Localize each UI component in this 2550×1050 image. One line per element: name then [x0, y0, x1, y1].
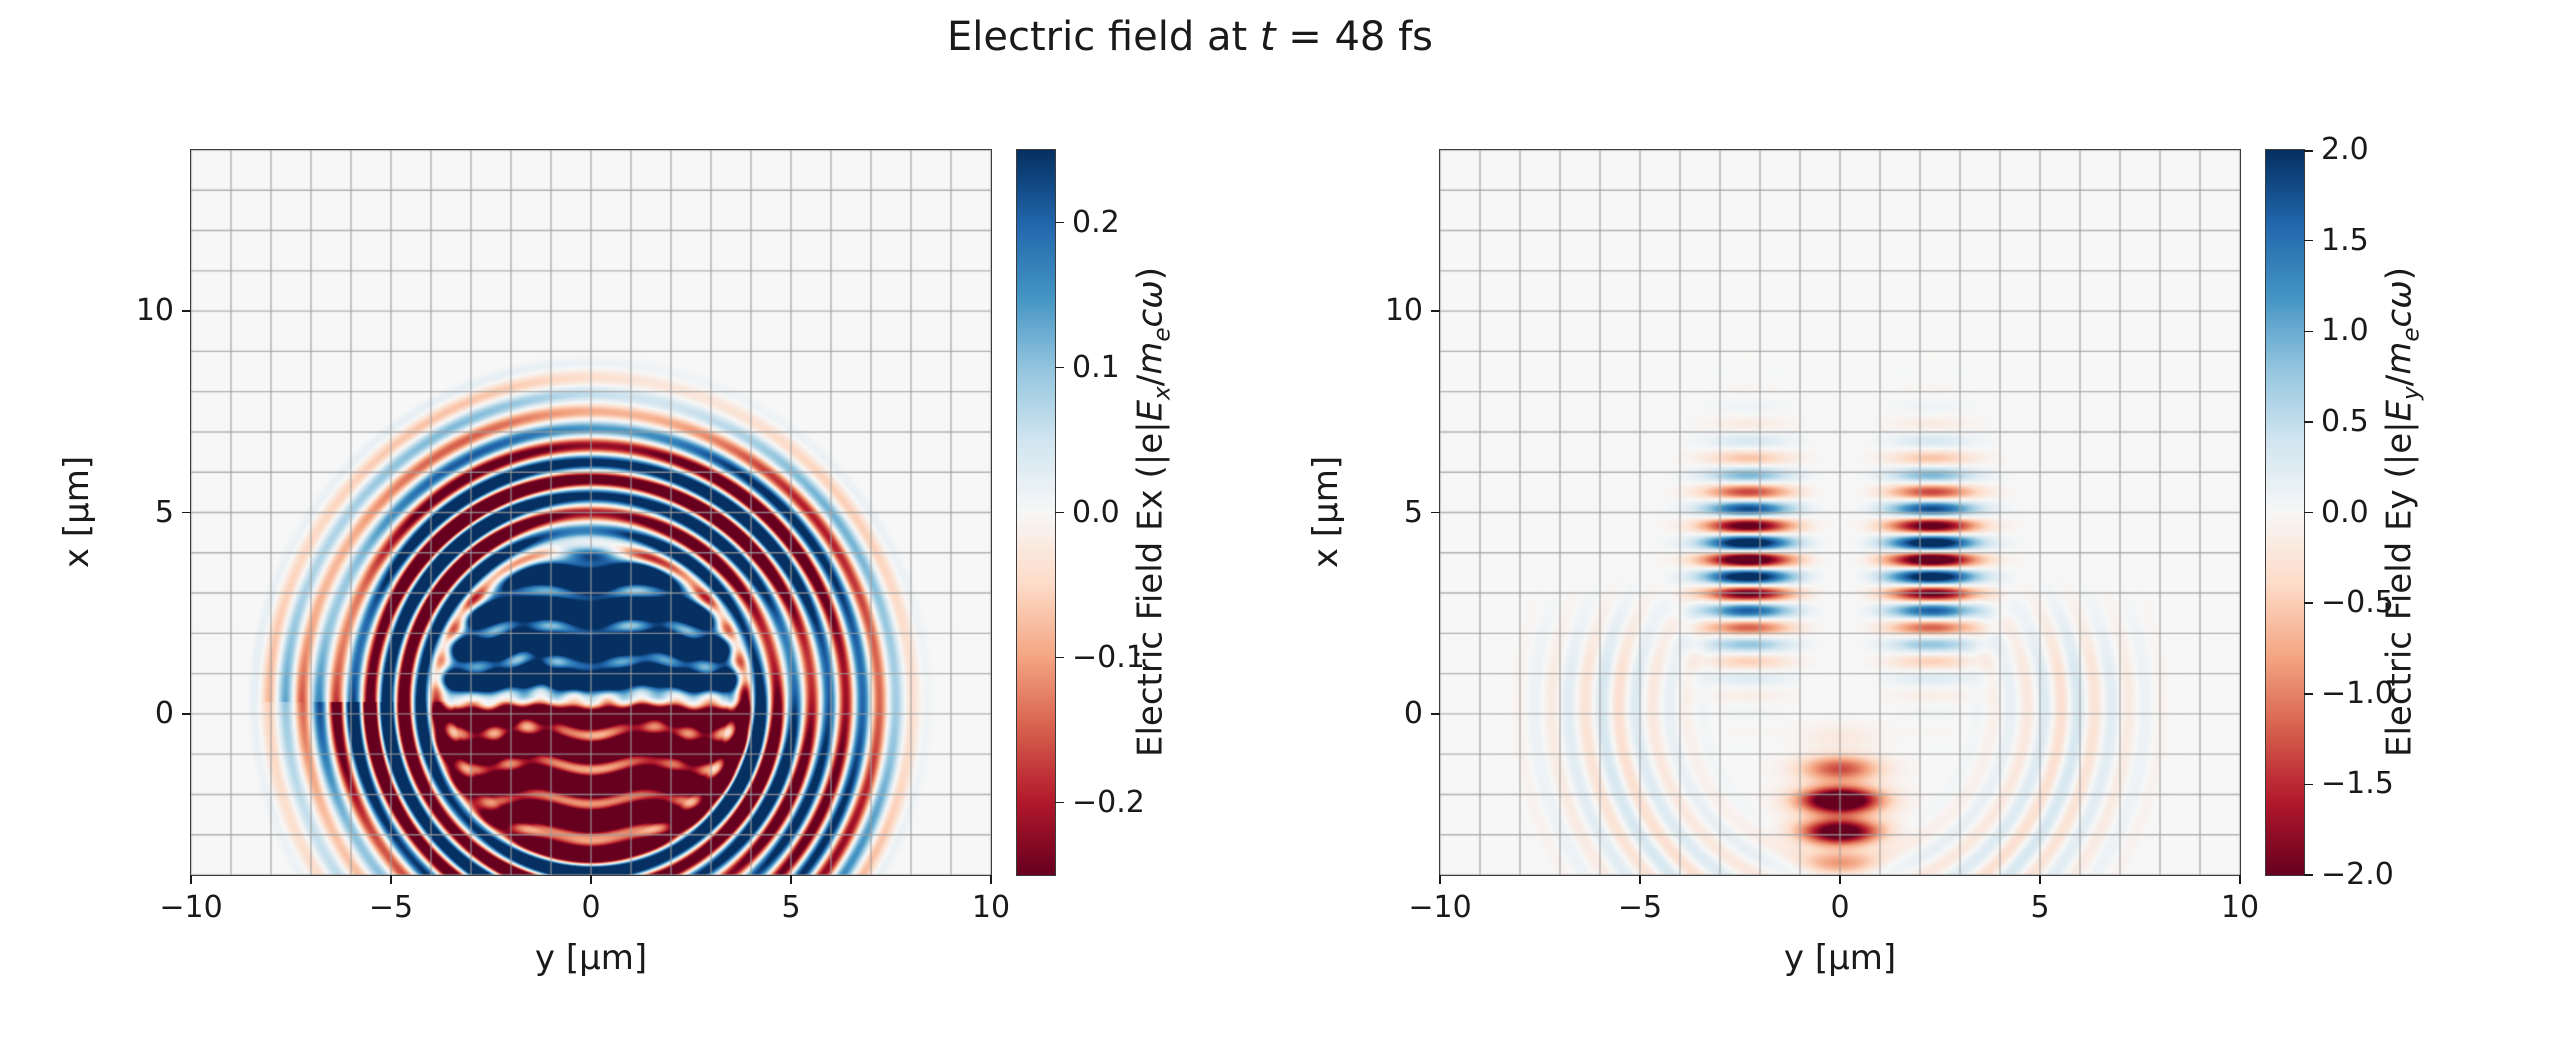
ex-colorbar-label: Electric Field Ex (|e|Ex/mecω) [1131, 267, 1176, 757]
y-tick-mark [1431, 511, 1440, 514]
label-part: m [1130, 341, 1171, 375]
label-part: E [2379, 399, 2420, 422]
colorbar-tick-mark [2304, 239, 2313, 242]
ex-yaxis-label: x [μm] [57, 455, 97, 569]
colorbar-tick-label: −0.5 [2321, 585, 2394, 621]
colorbar-tick-mark [2304, 783, 2313, 786]
colorbar-tick-mark [1055, 221, 1064, 224]
y-tick-label: 10 [1384, 293, 1423, 329]
colorbar-tick-label: 0.0 [2321, 494, 2369, 530]
label-part: m [2379, 341, 2420, 375]
colorbar-tick-label: 0.1 [1072, 349, 1120, 385]
label-part: e [2398, 327, 2425, 342]
panel-ex: y [μm] x [μm] Electric Field Ex (|e|Ex/m… [57, 149, 1175, 978]
ex-heatmap [190, 149, 992, 876]
x-tick-label: 10 [2220, 890, 2260, 925]
x-tick-label: −10 [1408, 890, 1472, 925]
colorbar-tick-mark [2304, 602, 2313, 604]
x-tick-mark [1639, 875, 1641, 884]
y-tick-label: 0 [154, 695, 174, 731]
y-tick-label: 10 [135, 293, 174, 329]
colorbar-tick-label: 0.2 [1072, 204, 1120, 240]
colorbar-tick-mark [2304, 150, 2313, 152]
x-tick-label: 0 [581, 890, 601, 925]
y-tick-mark [182, 713, 191, 715]
label-part: x [1149, 386, 1176, 400]
colorbar-tick-mark [1055, 801, 1064, 804]
colorbar-tick-mark [2304, 421, 2313, 423]
x-tick-label: 10 [971, 890, 1011, 925]
title-time-value: = 48 fs [1275, 14, 1434, 60]
colorbar-tick-mark [2304, 511, 2313, 514]
label-part: E [1130, 399, 1171, 422]
x-tick-mark [1839, 875, 1841, 884]
colorbar-tick-label: −2.0 [2321, 857, 2394, 892]
figure-title: Electric field at t = 48 fs [947, 14, 1433, 60]
x-tick-mark [1439, 875, 1441, 884]
x-tick-label: 0 [1830, 890, 1850, 925]
colorbar-tick-label: −1.5 [2321, 766, 2394, 802]
label-part: c [2379, 308, 2420, 328]
y-tick-label: 0 [1403, 695, 1423, 731]
x-tick-mark [590, 875, 592, 884]
colorbar-tick-mark [2304, 330, 2313, 332]
x-tick-mark [790, 875, 792, 884]
colorbar-tick-label: 1.5 [2321, 222, 2369, 258]
ex-colorbar [1016, 149, 1056, 876]
colorbar-tick-mark [1055, 366, 1064, 369]
ex-xaxis-label: y [μm] [534, 938, 648, 978]
x-tick-mark [390, 875, 392, 884]
colorbar-tick-label: −0.1 [1072, 639, 1145, 675]
ey-heatmap [1439, 149, 2241, 876]
ey-colorbar [2265, 149, 2305, 876]
colorbar-tick-label: 0.0 [1072, 494, 1120, 530]
y-tick-mark [182, 511, 191, 514]
x-tick-label: 5 [2030, 890, 2050, 925]
x-tick-mark [190, 875, 192, 884]
x-tick-label: −5 [1617, 890, 1663, 925]
colorbar-tick-label: 1.0 [2321, 313, 2369, 349]
colorbar-tick-mark [2304, 693, 2313, 695]
x-tick-mark [990, 875, 992, 884]
label-part: ) [1130, 266, 1171, 281]
title-variable-t: t [1259, 14, 1276, 60]
x-tick-label: −10 [159, 890, 223, 925]
y-tick-mark [1431, 713, 1440, 715]
colorbar-tick-label: 0.5 [2321, 403, 2369, 439]
label-part: / [2379, 374, 2420, 387]
label-part: c [1130, 308, 1171, 328]
y-tick-mark [182, 310, 191, 312]
title-text: Electric field at [946, 14, 1260, 60]
y-tick-label: 5 [1403, 494, 1423, 530]
colorbar-tick-mark [1055, 656, 1064, 659]
x-tick-label: 5 [781, 890, 801, 925]
y-tick-mark [1431, 310, 1440, 312]
label-part: ω [1130, 280, 1171, 309]
label-part: Electric Field Ex (|e| [1130, 421, 1171, 758]
colorbar-tick-mark [2304, 874, 2313, 876]
colorbar-tick-mark [1055, 511, 1064, 514]
label-part: e [1149, 327, 1176, 342]
panel-ey: y [μm] x [μm] Electric Field Ey (|e|Ey/m… [1306, 135, 2424, 979]
ey-xaxis-label: y [μm] [1783, 938, 1897, 978]
label-part: / [1130, 374, 1171, 387]
x-tick-mark [2239, 875, 2241, 884]
label-part: ω [2379, 280, 2420, 309]
x-tick-label: −5 [368, 890, 414, 925]
colorbar-tick-label: −0.2 [1072, 784, 1145, 820]
colorbar-tick-label: −1.0 [2321, 675, 2394, 711]
y-tick-label: 5 [154, 494, 174, 530]
label-part: y [2398, 386, 2425, 400]
ey-yaxis-label: x [μm] [1306, 455, 1346, 569]
label-part: ) [2379, 266, 2420, 281]
colorbar-tick-label: 2.0 [2321, 132, 2369, 167]
x-tick-mark [2039, 875, 2041, 884]
